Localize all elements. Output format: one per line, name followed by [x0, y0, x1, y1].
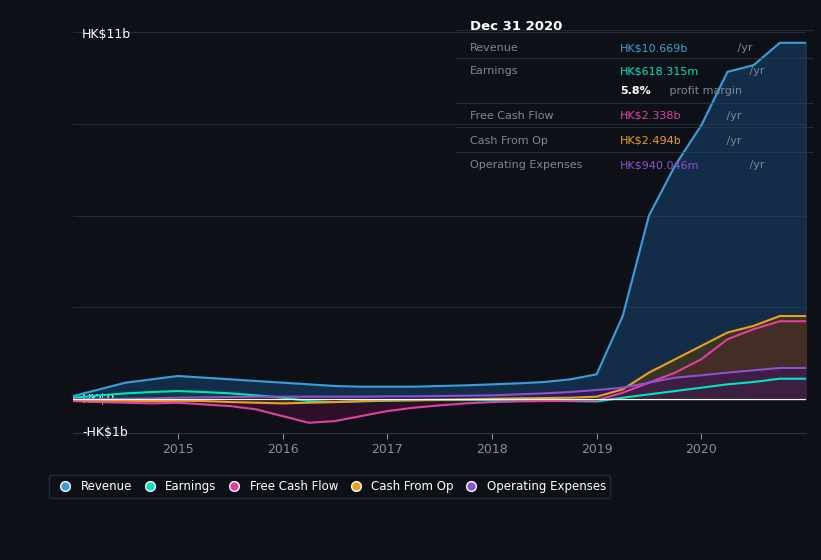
- Text: 5.8%: 5.8%: [620, 86, 651, 96]
- Text: HK$2.338b: HK$2.338b: [620, 111, 681, 121]
- Text: Cash From Op: Cash From Op: [470, 136, 548, 146]
- Text: Dec 31 2020: Dec 31 2020: [470, 20, 562, 33]
- Legend: Revenue, Earnings, Free Cash Flow, Cash From Op, Operating Expenses: Revenue, Earnings, Free Cash Flow, Cash …: [48, 475, 611, 498]
- Text: Operating Expenses: Operating Expenses: [470, 160, 582, 170]
- Text: /yr: /yr: [745, 66, 764, 76]
- Text: -HK$1b: -HK$1b: [82, 426, 128, 439]
- Text: Earnings: Earnings: [470, 66, 518, 76]
- Text: /yr: /yr: [722, 136, 741, 146]
- Text: HK$618.315m: HK$618.315m: [620, 66, 699, 76]
- Text: Revenue: Revenue: [470, 43, 519, 53]
- Text: HK$11b: HK$11b: [82, 27, 131, 40]
- Text: /yr: /yr: [722, 111, 741, 121]
- Text: HK$0: HK$0: [82, 393, 116, 406]
- Text: HK$2.494b: HK$2.494b: [620, 136, 681, 146]
- Text: /yr: /yr: [745, 160, 764, 170]
- Text: HK$10.669b: HK$10.669b: [620, 43, 688, 53]
- Text: Free Cash Flow: Free Cash Flow: [470, 111, 553, 121]
- Text: /yr: /yr: [734, 43, 753, 53]
- Text: profit margin: profit margin: [666, 86, 742, 96]
- Text: HK$940.046m: HK$940.046m: [620, 160, 699, 170]
